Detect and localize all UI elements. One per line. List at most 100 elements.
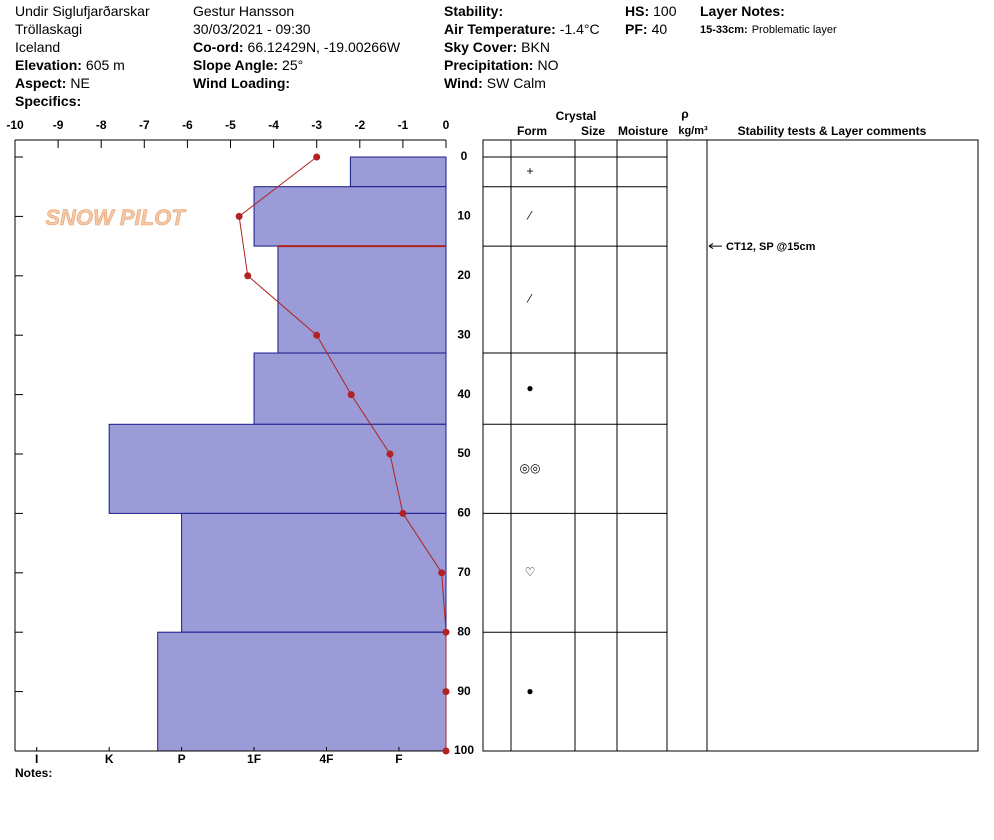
temperature-point bbox=[235, 212, 243, 220]
crystal-form: ● bbox=[526, 381, 533, 395]
field-label: Layer Notes: bbox=[700, 3, 785, 19]
x-tick-label: -8 bbox=[96, 118, 107, 132]
temperature-point bbox=[244, 272, 252, 280]
crystal-form: ⁄ bbox=[526, 209, 533, 223]
header-field: Stability: bbox=[444, 3, 503, 19]
y-tick-label: 90 bbox=[457, 684, 471, 698]
temperature-point bbox=[386, 450, 394, 458]
x-tick-label: -9 bbox=[53, 118, 64, 132]
field-value: 66.12429N, -19.00266W bbox=[248, 39, 401, 55]
field-value: Problematic layer bbox=[752, 24, 837, 36]
header-field: Co-ord: 66.12429N, -19.00266W bbox=[193, 39, 401, 55]
crystal-form: ♡ bbox=[525, 565, 536, 579]
y-tick-label: 0 bbox=[461, 149, 468, 163]
hardness-bar bbox=[108, 423, 447, 514]
column-header: Size bbox=[581, 124, 605, 138]
header-text: Undir Siglufjarðarskar bbox=[15, 3, 150, 19]
field-label: Stability: bbox=[444, 3, 503, 19]
y-tick-label: 70 bbox=[457, 565, 471, 579]
table-frame bbox=[482, 139, 979, 752]
column-header: Form bbox=[517, 124, 547, 138]
temperature-point bbox=[313, 331, 321, 339]
logo: SNOW PILOT bbox=[45, 205, 186, 230]
temperature-point bbox=[313, 153, 321, 161]
temperature-point bbox=[399, 509, 407, 517]
hardness-tick-label: I bbox=[35, 752, 38, 766]
header-text: Tröllaskagi bbox=[15, 21, 82, 37]
column-header: kg/m³ bbox=[678, 125, 708, 137]
header-field: Tröllaskagi bbox=[15, 21, 82, 37]
header-field: PF: 40 bbox=[625, 21, 667, 37]
header-text: 30/03/2021 - 09:30 bbox=[193, 21, 311, 37]
field-label: Slope Angle: bbox=[193, 57, 278, 73]
header-field: Iceland bbox=[15, 39, 60, 55]
hardness-bar bbox=[157, 631, 447, 752]
x-tick-label: -10 bbox=[6, 118, 24, 132]
y-tick-label: 40 bbox=[457, 387, 471, 401]
temperature-point bbox=[442, 688, 450, 696]
field-label: Air Temperature: bbox=[444, 21, 556, 37]
x-tick-label: -5 bbox=[225, 118, 236, 132]
x-tick-label: -7 bbox=[139, 118, 150, 132]
field-label: 15-33cm: bbox=[700, 24, 748, 36]
field-label: Co-ord: bbox=[193, 39, 244, 55]
hardness-tick-label: F bbox=[395, 752, 402, 766]
x-tick-label: -6 bbox=[182, 118, 193, 132]
header-text: Iceland bbox=[15, 39, 60, 55]
hardness-bar bbox=[253, 186, 447, 247]
header-field: Layer Notes: bbox=[700, 3, 785, 19]
x-tick-label: -2 bbox=[354, 118, 365, 132]
field-value: SW Calm bbox=[487, 75, 546, 91]
hardness-bar bbox=[181, 512, 447, 633]
temperature-point bbox=[438, 569, 446, 577]
y-tick-label: 100 bbox=[454, 743, 474, 757]
field-label: Aspect: bbox=[15, 75, 66, 91]
field-label: PF: bbox=[625, 21, 648, 37]
x-tick-label: -1 bbox=[398, 118, 409, 132]
hardness-tick-label: 4F bbox=[319, 752, 333, 766]
field-value: 25° bbox=[282, 57, 303, 73]
field-label: Specifics: bbox=[15, 93, 81, 109]
test-comment: CT12, SP @15cm bbox=[726, 241, 816, 253]
header-field: Specifics: bbox=[15, 93, 81, 109]
crystal-form: + bbox=[526, 164, 533, 178]
field-label: HS: bbox=[625, 3, 649, 19]
column-header: Moisture bbox=[618, 124, 668, 138]
header-text: Gestur Hansson bbox=[193, 3, 294, 19]
y-tick-label: 30 bbox=[457, 327, 471, 341]
x-tick-label: -3 bbox=[311, 118, 322, 132]
column-header: Crystal bbox=[556, 109, 597, 123]
hardness-bar bbox=[277, 245, 447, 354]
field-value: BKN bbox=[521, 39, 550, 55]
header-field: Wind: SW Calm bbox=[444, 75, 546, 91]
header-field: Aspect: NE bbox=[15, 75, 90, 91]
y-tick-label: 20 bbox=[457, 268, 471, 282]
crystal-form: ⁄ bbox=[526, 292, 533, 306]
hardness-tick-label: P bbox=[178, 752, 186, 766]
y-tick-label: 50 bbox=[457, 446, 471, 460]
field-label: Precipitation: bbox=[444, 57, 533, 73]
field-label: Sky Cover: bbox=[444, 39, 517, 55]
temperature-point bbox=[442, 747, 450, 755]
field-value: NE bbox=[70, 75, 89, 91]
hardness-bar bbox=[253, 352, 447, 425]
field-label: Wind: bbox=[444, 75, 483, 91]
field-value: 100 bbox=[653, 3, 677, 19]
x-tick-label: -4 bbox=[268, 118, 279, 132]
crystal-form: ● bbox=[526, 684, 533, 698]
header-field: Slope Angle: 25° bbox=[193, 57, 303, 73]
temperature-point bbox=[347, 391, 355, 399]
field-value: -1.4°C bbox=[560, 21, 600, 37]
header-field: Gestur Hansson bbox=[193, 3, 294, 19]
hardness-bar bbox=[349, 156, 447, 188]
header-field: 15-33cm: Problematic layer bbox=[700, 24, 837, 36]
hardness-tick-label: 1F bbox=[247, 752, 261, 766]
header-field: Air Temperature: -1.4°C bbox=[444, 21, 600, 37]
crystal-form: ◎◎ bbox=[520, 461, 541, 475]
x-tick-label: 0 bbox=[443, 118, 450, 132]
header-field: Undir Siglufjarðarskar bbox=[15, 3, 150, 19]
field-value: 605 m bbox=[86, 57, 125, 73]
header-field: Wind Loading: bbox=[193, 75, 290, 91]
y-tick-label: 60 bbox=[457, 506, 471, 520]
